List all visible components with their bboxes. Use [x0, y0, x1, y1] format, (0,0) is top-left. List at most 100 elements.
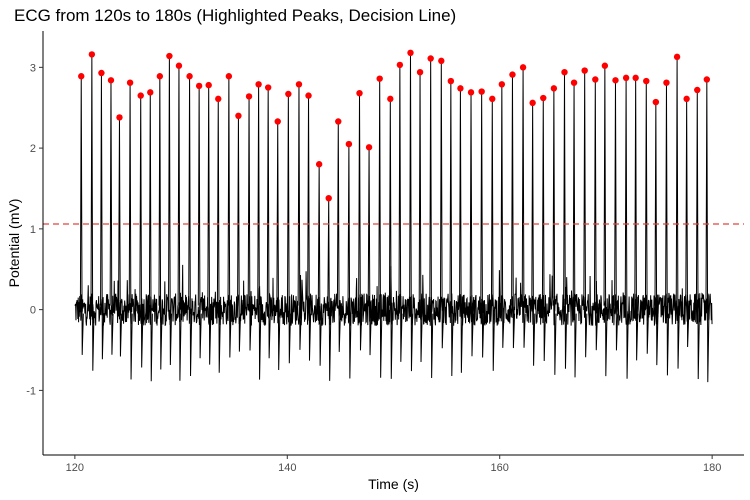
ecg-beat-spike [705, 79, 710, 383]
y-tick-label: 0 [30, 305, 36, 317]
peak-point [632, 74, 639, 82]
ecg-beat-spike [197, 85, 202, 359]
ecg-beat-spike [624, 77, 629, 379]
ecg-beat-spike [358, 93, 363, 351]
ecg-beat-spike [500, 84, 505, 348]
y-tick-label: 1 [30, 224, 36, 236]
peak-point [255, 81, 262, 88]
ecg-beat-spike [439, 60, 444, 349]
peak-point [274, 118, 281, 125]
x-axis-ticks: 120 140 160 180 [66, 455, 721, 474]
ecg-beat-spike [207, 85, 212, 365]
peak-point [622, 74, 630, 82]
peak-point [365, 144, 373, 151]
peak-point [592, 76, 599, 83]
peak-point [225, 73, 233, 80]
ecg-beat-spike [459, 88, 464, 373]
peak-point [703, 76, 711, 83]
ecg-beat-spike [634, 77, 639, 361]
peak-point [376, 75, 383, 82]
peak-point [156, 73, 164, 80]
ecg-beat-spike [177, 65, 182, 381]
peak-point [235, 112, 242, 120]
peak-point [325, 194, 332, 202]
ecg-beat-spike [511, 74, 516, 349]
peak-point [335, 118, 342, 125]
peak-point [519, 64, 527, 71]
x-tick-label: 160 [491, 462, 509, 474]
peak-point [694, 86, 701, 94]
peak-point [285, 90, 292, 98]
y-axis-label: Potential (mV) [6, 199, 22, 288]
peak-point [643, 77, 650, 85]
peak-point [581, 67, 588, 74]
peak-point [457, 85, 464, 92]
peak-point [147, 89, 154, 96]
ecg-beat-spike [583, 70, 588, 358]
y-axis-ticks: -1 0 1 2 3 [26, 62, 43, 397]
ecg-beat-spike [257, 84, 262, 380]
ecg-beat-spike [327, 198, 332, 381]
x-axis-label: Time (s) [368, 476, 419, 492]
ecg-beat-spike [118, 117, 123, 357]
ecg-beat-spike [409, 52, 414, 372]
ecg-beat-spike [347, 144, 352, 379]
y-tick-label: 2 [30, 143, 36, 155]
peak-point [396, 61, 404, 69]
ecg-beat-spike [158, 76, 163, 370]
ecg-beat-spike [188, 76, 193, 376]
peak-point [295, 81, 303, 88]
ecg-beat-spike [665, 82, 670, 376]
x-tick-label: 120 [66, 462, 84, 474]
ecg-beat-spike [266, 87, 271, 359]
ecg-beat-spike [418, 72, 423, 362]
ecg-beat-spike [675, 56, 680, 369]
ecg-beat-spike [695, 89, 700, 380]
ecg-beat-spike [429, 58, 434, 379]
peak-point [438, 57, 445, 65]
ecg-beat-spike [227, 76, 232, 358]
peak-point [489, 95, 496, 103]
ecg-beat-spike [572, 82, 577, 378]
peak-point [126, 79, 134, 86]
ecg-beat-spike [247, 96, 252, 351]
peak-point [175, 62, 183, 69]
peak-point [416, 68, 424, 76]
peak-point [195, 82, 203, 90]
peak-point [245, 93, 253, 100]
peak-point [601, 62, 609, 69]
ecg-beat-spike [100, 72, 105, 360]
peak-point [98, 69, 105, 77]
peak-point [447, 77, 455, 85]
peak-point [305, 92, 312, 99]
peak-point [561, 68, 568, 76]
ecg-beat-spike [398, 64, 403, 362]
y-tick-label: 3 [30, 62, 36, 74]
ecg-beat-spike [531, 102, 536, 366]
ecg-beat-spike [603, 65, 608, 377]
ecg-beat-spike [168, 56, 173, 365]
peak-point [315, 161, 323, 168]
peak-point [407, 49, 414, 57]
ecg-beat-spike [378, 78, 383, 378]
ecg-beat-spike [685, 98, 690, 347]
ecg-beat-spike [237, 115, 242, 352]
peak-point [387, 95, 394, 103]
x-tick-label: 180 [703, 462, 721, 474]
peak-point [107, 77, 115, 84]
ecg-beat-spike [552, 88, 557, 375]
ecg-beat-spike [469, 92, 474, 357]
peak-point [529, 99, 536, 107]
peak-point [498, 81, 506, 88]
ecg-beat-spike [563, 72, 568, 369]
peak-point [78, 73, 85, 80]
plot-area [43, 49, 744, 383]
peak-point [186, 73, 193, 80]
ecg-beat-spike [521, 67, 526, 348]
ecg-beat-spike [367, 147, 372, 356]
ecg-beat-spike [490, 98, 495, 371]
ecg-beat-spike [109, 80, 114, 355]
x-tick-label: 140 [278, 462, 296, 474]
peak-point [509, 71, 516, 78]
peak-point [356, 89, 363, 97]
